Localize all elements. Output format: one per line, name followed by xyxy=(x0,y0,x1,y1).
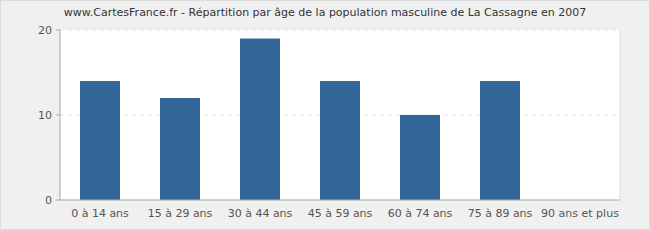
bars xyxy=(80,39,520,201)
x-tick-label: 60 à 74 ans xyxy=(388,207,453,220)
plot-frame xyxy=(620,30,621,200)
x-tick-label: 15 à 29 ans xyxy=(148,207,213,220)
x-tick-label: 30 à 44 ans xyxy=(228,207,293,220)
grid-line xyxy=(60,200,620,201)
x-tick-label: 90 ans et plus xyxy=(541,207,619,220)
y-tick xyxy=(56,30,60,31)
x-tick-label: 45 à 59 ans xyxy=(308,207,373,220)
x-axis xyxy=(60,200,620,201)
grid-line xyxy=(60,30,620,31)
bar xyxy=(80,81,120,200)
plot-area xyxy=(60,30,620,200)
bar xyxy=(480,81,520,200)
x-tick-label: 0 à 14 ans xyxy=(71,207,129,220)
y-tick xyxy=(56,200,60,201)
y-tick-label: 0 xyxy=(45,194,52,207)
chart: www.CartesFrance.fr - Répartition par âg… xyxy=(0,0,650,230)
bar xyxy=(160,98,200,200)
bar xyxy=(400,115,440,200)
bar xyxy=(320,81,360,200)
x-tick-label: 75 à 89 ans xyxy=(468,207,533,220)
title: www.CartesFrance.fr - Répartition par âg… xyxy=(64,6,586,19)
chart-container: www.CartesFrance.fr - Répartition par âg… xyxy=(0,0,650,230)
y-tick xyxy=(56,115,60,116)
background xyxy=(1,1,650,230)
y-axis xyxy=(60,30,61,200)
y-tick-label: 20 xyxy=(38,24,52,37)
y-tick-label: 10 xyxy=(38,109,52,122)
bar xyxy=(240,39,280,201)
